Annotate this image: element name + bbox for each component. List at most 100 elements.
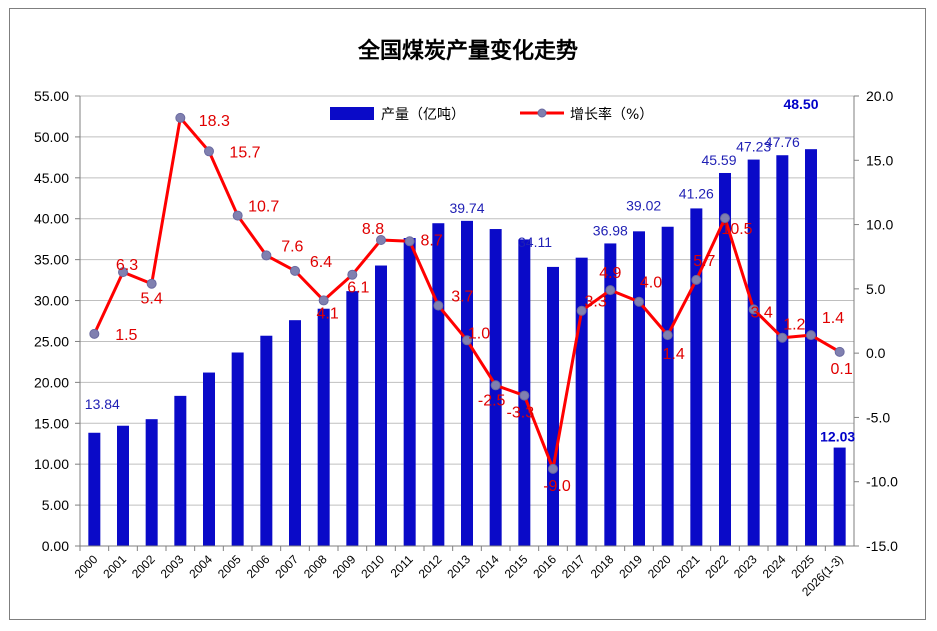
growth-rate-marker bbox=[204, 146, 214, 157]
growth-rate-marker bbox=[548, 463, 558, 474]
y-left-tick-label: 45.00 bbox=[34, 170, 69, 186]
growth-rate-marker bbox=[490, 380, 501, 391]
growth-rate-marker bbox=[146, 278, 157, 289]
production-label: 12.03 bbox=[820, 429, 855, 445]
y-left-tick-label: 15.00 bbox=[34, 415, 69, 431]
growth-rate-label: 0.1 bbox=[831, 361, 853, 378]
x-tick-label: 2018 bbox=[588, 552, 617, 581]
growth-rate-label: 4.0 bbox=[640, 275, 662, 292]
bar-2020 bbox=[661, 226, 674, 546]
growth-rate-label: -2.5 bbox=[478, 392, 506, 409]
x-tick-label: 2008 bbox=[301, 552, 330, 581]
growth-rate-label: 6.3 bbox=[116, 257, 138, 274]
production-label: 48.50 bbox=[783, 96, 818, 112]
growth-rate-marker bbox=[89, 328, 100, 339]
x-tick-label: 2000 bbox=[72, 552, 101, 581]
x-tick-label: 2011 bbox=[388, 552, 416, 580]
bar-2013 bbox=[461, 220, 473, 546]
growth-rate-marker bbox=[376, 235, 386, 245]
production-label: 47.76 bbox=[765, 134, 800, 150]
x-tick-label: 2007 bbox=[272, 552, 301, 581]
y-right-tick-label: 20.0 bbox=[866, 88, 893, 104]
growth-rate-label: 3.7 bbox=[451, 289, 473, 306]
bar-2022 bbox=[719, 172, 731, 546]
production-label: 13.84 bbox=[85, 396, 120, 412]
growth-rate-label: 4.9 bbox=[599, 265, 621, 282]
bar-2002 bbox=[145, 419, 158, 546]
growth-rate-label: 7.6 bbox=[281, 238, 303, 255]
y-left-tick-label: 20.00 bbox=[34, 374, 69, 390]
y-left-tick-label: 10.00 bbox=[34, 456, 69, 472]
x-tick-label: 2023 bbox=[731, 552, 760, 581]
growth-rate-label: 6.4 bbox=[310, 254, 332, 271]
legend: 产量（亿吨） 增长率（%） bbox=[330, 106, 653, 123]
growth-rate-marker bbox=[519, 390, 530, 401]
x-tick-label: 2001 bbox=[100, 552, 129, 581]
x-tick-label: 2015 bbox=[502, 552, 531, 581]
production-label: 39.74 bbox=[449, 200, 484, 216]
legend-bar-swatch bbox=[330, 107, 374, 120]
growth-rate-label: 1.2 bbox=[783, 317, 805, 334]
growth-rate-label: 10.5 bbox=[721, 221, 752, 238]
chart-title: 全国煤炭产量变化走势 bbox=[357, 38, 578, 64]
bar-2011 bbox=[403, 238, 416, 546]
x-tick-label: 2022 bbox=[702, 552, 731, 581]
bar-2021 bbox=[690, 208, 703, 546]
y-left-tick-label: 0.00 bbox=[42, 538, 69, 554]
y-left-tick-label: 5.00 bbox=[42, 497, 69, 513]
y-right-tick-label: -10.0 bbox=[866, 474, 898, 490]
x-tick-label: 2012 bbox=[416, 552, 445, 581]
bar-2008 bbox=[317, 308, 330, 546]
x-tick-label: 2002 bbox=[129, 552, 158, 581]
y-left-tick-label: 30.00 bbox=[34, 293, 69, 309]
y-left-tick-label: 50.00 bbox=[34, 129, 69, 145]
x-tick-label: 2016 bbox=[530, 552, 559, 581]
production-label: 41.26 bbox=[679, 185, 714, 201]
bar-2006 bbox=[260, 335, 273, 546]
x-tick-label: 2013 bbox=[444, 552, 473, 581]
x-tick-label: 2017 bbox=[559, 552, 588, 581]
y-right-tick-label: 15.0 bbox=[866, 152, 893, 168]
bar-2001 bbox=[117, 425, 129, 546]
growth-rate-label: 10.7 bbox=[248, 199, 279, 216]
bar-2026(1-3) bbox=[833, 447, 846, 546]
growth-rate-marker bbox=[290, 265, 300, 276]
bar-2009 bbox=[346, 291, 359, 546]
line-series bbox=[89, 112, 845, 474]
growth-rate-marker bbox=[404, 236, 415, 247]
bar-2024 bbox=[776, 155, 789, 546]
growth-rate-marker bbox=[691, 274, 702, 285]
growth-rate-label: 1.4 bbox=[822, 310, 844, 327]
x-tick-label: 2014 bbox=[473, 552, 502, 581]
growth-rate-label: 1.0 bbox=[468, 325, 490, 342]
growth-rate-label: 6.1 bbox=[347, 280, 369, 297]
y-left-tick-label: 40.00 bbox=[34, 211, 69, 227]
growth-rate-marker bbox=[748, 304, 759, 315]
y-right-tick-label: 10.0 bbox=[866, 217, 893, 233]
production-label: 34.11 bbox=[518, 234, 552, 250]
x-tick-label: 2004 bbox=[186, 552, 215, 581]
y-right-tick-label: 0.0 bbox=[866, 345, 886, 361]
production-label: 47.23 bbox=[736, 139, 771, 155]
x-tick-label: 2010 bbox=[358, 552, 387, 581]
growth-rate-label: 5.7 bbox=[693, 253, 715, 270]
growth-rate-marker bbox=[433, 300, 444, 311]
y-left-tick-label: 35.00 bbox=[34, 252, 69, 268]
legend-bar-label: 产量（亿吨） bbox=[381, 107, 465, 123]
growth-rate-marker bbox=[462, 335, 472, 346]
legend-line-label: 增长率（%） bbox=[570, 106, 653, 123]
bar-series bbox=[88, 149, 846, 546]
y-right-tick-label: 5.0 bbox=[866, 281, 886, 297]
growth-rate-marker bbox=[777, 332, 788, 343]
bar-2018 bbox=[604, 243, 617, 546]
growth-rate-marker bbox=[834, 346, 845, 357]
growth-rate-label: 8.7 bbox=[421, 232, 443, 249]
bar-2023 bbox=[747, 159, 760, 546]
growth-rate-marker bbox=[605, 285, 616, 296]
production-label: 39.02 bbox=[626, 198, 661, 214]
data-labels: 1.5 6.35.4 18.3 15.7 10.7 7.6 6.4 4.1 6.1 8.8 8.7 3… bbox=[85, 96, 856, 495]
growth-rate-marker bbox=[318, 295, 329, 306]
growth-rate-marker bbox=[347, 269, 358, 280]
growth-rate-marker bbox=[175, 112, 186, 123]
